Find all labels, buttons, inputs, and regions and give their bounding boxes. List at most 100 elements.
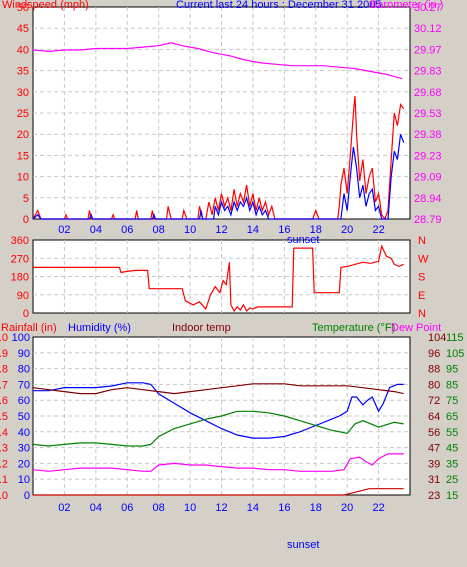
x-tick-label-bottom: 18 bbox=[310, 502, 322, 514]
chart-title: Current last 24 hours : December 31 2005 bbox=[176, 0, 381, 11]
temp-tick-label: 85 bbox=[446, 379, 458, 391]
wind-tick-label: 25 bbox=[17, 108, 29, 120]
humidity-tick-label: 80 bbox=[18, 364, 30, 376]
compass-tick-label: S bbox=[418, 272, 425, 284]
baro-tick-label: 29.09 bbox=[414, 172, 442, 184]
x-tick-label-top: 20 bbox=[341, 224, 353, 236]
wind-tick-label: 50 bbox=[17, 2, 29, 14]
indoor-temp-line bbox=[32, 383, 404, 395]
rain-tick-label: 1.0 bbox=[0, 332, 8, 344]
x-tick-label-top: 10 bbox=[184, 224, 196, 236]
wind-tick-label: 20 bbox=[17, 129, 29, 141]
x-tick-label-top: 18 bbox=[310, 224, 322, 236]
baro-tick-label: 28.79 bbox=[414, 214, 442, 226]
x-tick-label-top: 16 bbox=[278, 224, 290, 236]
baro-tick-label: 30.27 bbox=[414, 2, 442, 14]
data-series bbox=[32, 42, 405, 496]
rain-tick-label: 0.3 bbox=[0, 443, 8, 455]
indoor-tick-label: 31 bbox=[428, 474, 440, 486]
humidity-tick-label: 30 bbox=[18, 443, 30, 455]
x-tick-label-bottom: 10 bbox=[184, 502, 196, 514]
sunset-label-top: sunset bbox=[287, 234, 319, 246]
direction-tick-label: 360 bbox=[11, 235, 29, 247]
x-tick-label-bottom: 14 bbox=[247, 502, 259, 514]
humidity-tick-label: 50 bbox=[18, 411, 30, 423]
rainfall-axis-label: Rainfall (in) bbox=[1, 322, 57, 334]
indoor-tick-label: 56 bbox=[428, 427, 440, 439]
direction-tick-label: 270 bbox=[11, 253, 29, 265]
indoor-tick-label: 88 bbox=[428, 364, 440, 376]
x-tick-label-top: 22 bbox=[372, 224, 384, 236]
temp-tick-label: 35 bbox=[446, 458, 458, 470]
windspeed-axis-label: Windspeed (mph) bbox=[2, 0, 89, 11]
humidity-tick-label: 0 bbox=[24, 490, 30, 502]
x-tick-label-bottom: 04 bbox=[90, 502, 102, 514]
humidity-tick-label: 60 bbox=[18, 395, 30, 407]
indoor-tick-label: 47 bbox=[428, 443, 440, 455]
humidity-tick-label: 70 bbox=[18, 379, 30, 391]
x-tick-label-top: 02 bbox=[58, 224, 70, 236]
wind-tick-label: 35 bbox=[17, 66, 29, 78]
humidity-tick-label: 100 bbox=[12, 332, 30, 344]
x-tick-label-bottom: 08 bbox=[153, 502, 165, 514]
temp-tick-label: 45 bbox=[446, 443, 458, 455]
x-tick-label-bottom: 02 bbox=[58, 502, 70, 514]
x-tick-label-top: 04 bbox=[90, 224, 102, 236]
x-tick-label-bottom: 06 bbox=[121, 502, 133, 514]
x-tick-label-bottom: 20 bbox=[341, 502, 353, 514]
indoor-tick-label: 39 bbox=[428, 458, 440, 470]
humidity-line bbox=[33, 382, 404, 439]
wind-tick-label: 45 bbox=[17, 23, 29, 35]
barometer-axis-label: Barometer (in.) bbox=[370, 0, 443, 11]
indoor-tick-label: 96 bbox=[428, 348, 440, 360]
direction-tick-label: 90 bbox=[17, 290, 29, 302]
temp-tick-label: 15 bbox=[446, 490, 458, 502]
temp-tick-label: 65 bbox=[446, 411, 458, 423]
x-tick-label-top: 06 bbox=[121, 224, 133, 236]
axis-labels: 0 28.79 5 28.94 10 29.09 15 29.23 20 29.38 25 29.53… bbox=[0, 2, 464, 514]
sunset-label-bottom: sunset bbox=[287, 539, 319, 551]
x-tick-label-bottom: 22 bbox=[372, 502, 384, 514]
compass-tick-label: N bbox=[418, 308, 426, 320]
baro-tick-label: 29.68 bbox=[414, 87, 442, 99]
dew-point-line bbox=[32, 453, 404, 472]
temperature-line bbox=[32, 410, 404, 447]
humidity-tick-label: 40 bbox=[18, 427, 30, 439]
baro-tick-label: 29.83 bbox=[414, 66, 442, 78]
gust-line bbox=[32, 95, 405, 221]
rainfall-line bbox=[33, 488, 404, 496]
temp-tick-label: 75 bbox=[446, 395, 458, 407]
indoor-tick-label: 64 bbox=[428, 411, 440, 423]
indoor-temp-label: Indoor temp bbox=[172, 322, 231, 334]
wind-tick-label: 5 bbox=[23, 193, 29, 205]
compass-tick-label: N bbox=[418, 235, 426, 247]
rain-tick-label: 0.8 bbox=[0, 364, 8, 376]
humidity-tick-label: 90 bbox=[18, 348, 30, 360]
indoor-tick-label: 23 bbox=[428, 490, 440, 502]
baro-tick-label: 29.53 bbox=[414, 108, 442, 120]
indoor-tick-label: 72 bbox=[428, 395, 440, 407]
baro-tick-label: 29.23 bbox=[414, 150, 442, 162]
rain-tick-label: 0.0 bbox=[0, 490, 8, 502]
baro-tick-label: 29.97 bbox=[414, 44, 442, 56]
wind-tick-label: 30 bbox=[17, 87, 29, 99]
rain-tick-label: 0.9 bbox=[0, 348, 8, 360]
humidity-tick-label: 20 bbox=[18, 458, 30, 470]
wind-tick-label: 40 bbox=[17, 44, 29, 56]
x-tick-label-top: 08 bbox=[153, 224, 165, 236]
direction-tick-label: 180 bbox=[11, 272, 29, 284]
x-tick-label-top: 12 bbox=[215, 224, 227, 236]
temp-tick-label: 95 bbox=[446, 364, 458, 376]
wind-tick-label: 15 bbox=[17, 150, 29, 162]
wind-tick-label: 0 bbox=[23, 214, 29, 226]
baro-tick-label: 30.12 bbox=[414, 23, 442, 35]
compass-tick-label: E bbox=[418, 290, 425, 302]
compass-tick-label: W bbox=[418, 253, 429, 265]
rain-tick-label: 0.6 bbox=[0, 395, 8, 407]
baro-tick-label: 29.38 bbox=[414, 129, 442, 141]
temp-tick-label: 25 bbox=[446, 474, 458, 486]
x-tick-label-bottom: 12 bbox=[215, 502, 227, 514]
humidity-axis-label: Humidity (%) bbox=[68, 322, 131, 334]
